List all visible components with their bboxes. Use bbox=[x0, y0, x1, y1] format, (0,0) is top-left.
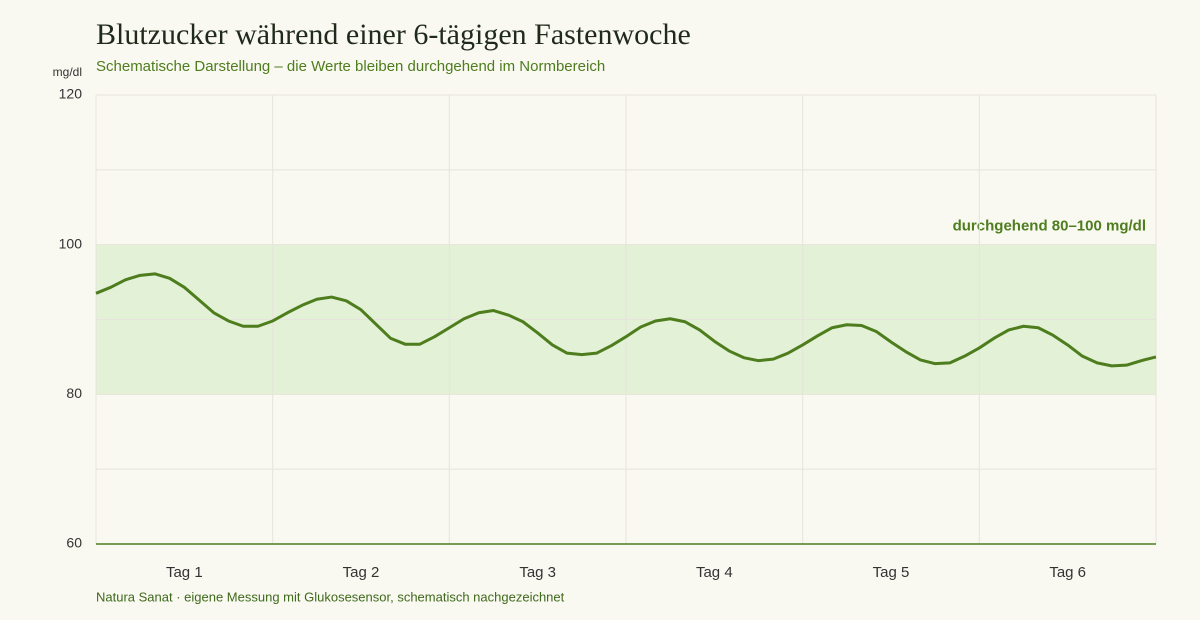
source: Natura Sanat · eigene Messung mit Glukos… bbox=[96, 589, 565, 604]
y-tick-label: 60 bbox=[66, 535, 82, 551]
x-tick-label: Tag 4 bbox=[696, 564, 733, 581]
data-line bbox=[95, 272, 1157, 368]
band-label: durchgehend 80–100 mg/dl bbox=[953, 218, 1146, 235]
x-tick-label: Tag 1 bbox=[166, 564, 203, 581]
y-unit: mg/dl bbox=[53, 65, 82, 79]
x-tick-label: Tag 6 bbox=[1049, 564, 1086, 581]
chart-title: Blutzucker während einer 6-tägigen Faste… bbox=[96, 18, 691, 51]
y-tick-label: 120 bbox=[59, 86, 83, 102]
x-tick-label: Tag 5 bbox=[873, 564, 910, 581]
y-tick-label: 80 bbox=[66, 385, 82, 401]
y-tick-label: 100 bbox=[59, 235, 83, 251]
x-tick-label: Tag 2 bbox=[343, 564, 380, 581]
chart-subtitle: Schematische Darstellung – die Werte ble… bbox=[96, 58, 605, 75]
x-tick-label: Tag 3 bbox=[519, 564, 556, 581]
